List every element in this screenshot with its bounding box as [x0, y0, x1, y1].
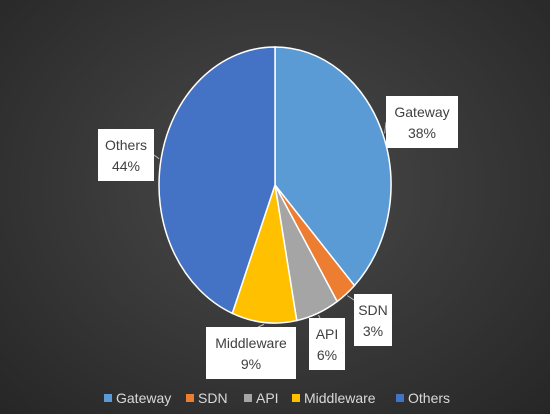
data-label-box-gateway	[386, 96, 458, 148]
legend-label-others: Others	[408, 390, 450, 406]
data-label-box-sdn	[354, 294, 392, 346]
data-label-box-others	[98, 129, 154, 181]
data-label-value-sdn: 3%	[363, 323, 383, 339]
data-label-category-others: Others	[105, 137, 147, 153]
data-labels: Gateway 38% SDN 3% API 6% Middleware 9% Others 44…	[98, 96, 458, 379]
pie-slices	[158, 46, 392, 324]
leader-line-gateway	[384, 121, 387, 134]
data-label-box-api	[309, 318, 345, 370]
legend-label-api: API	[256, 390, 279, 406]
data-label-box-middleware	[206, 327, 296, 379]
legend-swatch-api	[244, 394, 252, 402]
legend-label-gateway: Gateway	[116, 390, 171, 406]
data-label-category-middleware: Middleware	[215, 335, 287, 351]
legend-swatch-others	[396, 394, 404, 402]
legend-swatch-gateway	[104, 394, 112, 402]
pie-slice-gateway	[274, 46, 392, 287]
pie-slice-others	[158, 46, 276, 315]
data-label-value-gateway: 38%	[408, 125, 436, 141]
data-label-category-gateway: Gateway	[394, 104, 449, 120]
legend-swatch-sdn	[186, 394, 194, 402]
data-label-value-middleware: 9%	[241, 356, 261, 372]
legend-swatch-middleware	[292, 394, 300, 402]
legend-label-sdn: SDN	[198, 390, 228, 406]
leader-line-others	[153, 154, 160, 160]
data-label-value-api: 6%	[317, 347, 337, 363]
leader-line-sdn	[347, 295, 355, 301]
data-label-category-sdn: SDN	[358, 302, 388, 318]
leader-line-middleware	[257, 323, 265, 328]
legend-label-middleware: Middleware	[304, 390, 376, 406]
data-label-category-api: API	[316, 326, 339, 342]
data-label-value-others: 44%	[112, 158, 140, 174]
leader-line-api	[318, 314, 321, 319]
legend: Gateway SDN API Middleware Others	[104, 390, 450, 406]
